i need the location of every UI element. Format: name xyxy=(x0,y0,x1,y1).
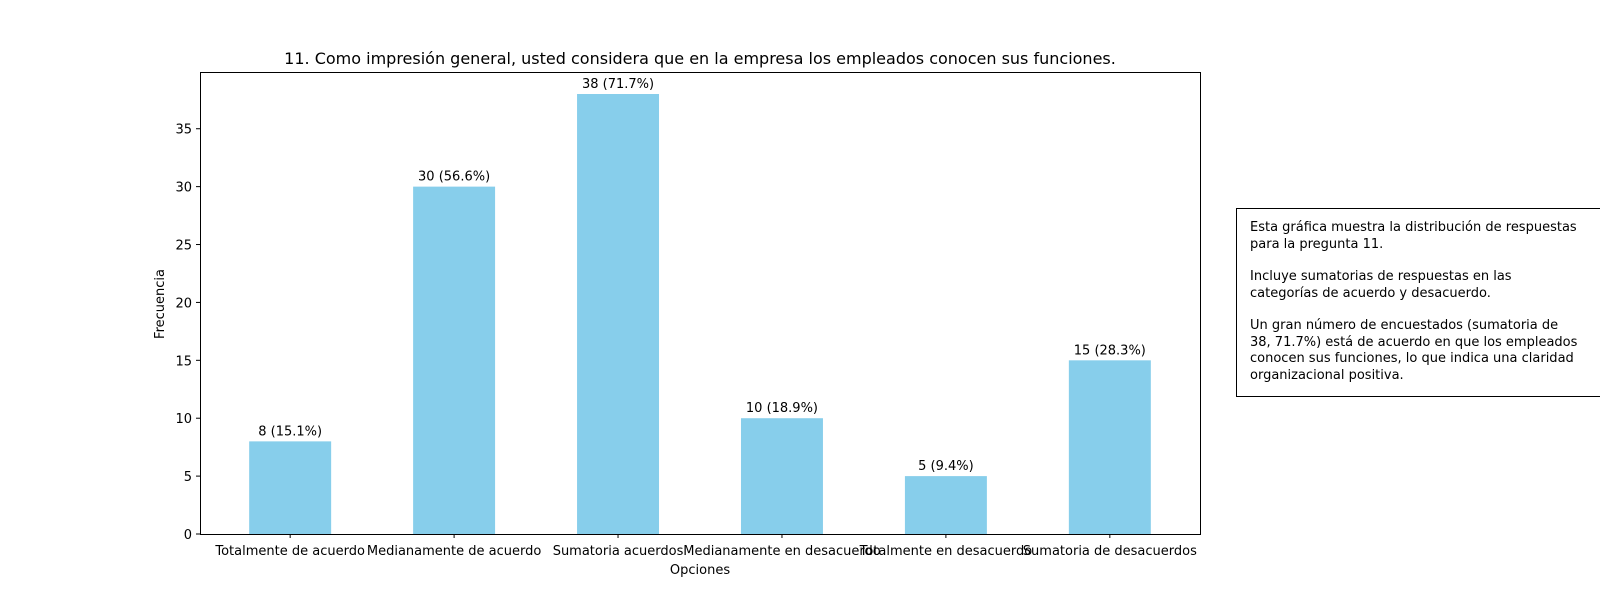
x-tick-label: Totalmente de acuerdo xyxy=(214,544,365,559)
y-tick-label: 25 xyxy=(175,239,192,254)
x-axis-label: Opciones xyxy=(670,563,730,578)
bars-group xyxy=(249,94,1151,534)
bar-data-label: 38 (71.7%) xyxy=(582,77,654,92)
x-axis: Totalmente de acuerdo Medianamente de acu… xyxy=(214,534,1197,559)
x-tick-label: Sumatoria de desacuerdos xyxy=(1023,544,1197,559)
x-tick-label: Medianamente de acuerdo xyxy=(367,544,541,559)
bar xyxy=(904,476,987,534)
annotation-paragraph: Un gran número de encuestados (sumatoria… xyxy=(1250,318,1592,384)
annotation-line: organizacional positiva. xyxy=(1250,367,1404,383)
annotation-line: categorías de acuerdo y desacuerdo. xyxy=(1250,285,1491,301)
annotation-line: Incluye sumatorias de respuestas en las xyxy=(1250,269,1512,284)
chart-title: 11. Como impresión general, usted consid… xyxy=(284,49,1116,68)
annotation-line: 38, 71.7%) está de acuerdo en que los em… xyxy=(1250,334,1578,350)
bar-data-label: 30 (56.6%) xyxy=(418,170,490,185)
y-axis-label: Frecuencia xyxy=(153,269,168,339)
bar xyxy=(413,186,496,534)
x-tick-label: Totalmente en desacuerdo xyxy=(859,544,1033,559)
bar-data-label: 8 (15.1%) xyxy=(258,424,322,439)
bar xyxy=(1068,360,1151,534)
y-tick-label: 5 xyxy=(184,470,192,485)
annotation-line: Esta gráfica muestra la distribución de … xyxy=(1250,220,1577,235)
x-tick-label: Medianamente en desacuerdo xyxy=(683,544,880,559)
bar-data-label: 15 (28.3%) xyxy=(1074,343,1146,358)
y-tick-label: 35 xyxy=(175,123,192,138)
bar xyxy=(740,418,823,534)
plot-frame xyxy=(200,72,1201,535)
annotation-box: Esta gráfica muestra la distribución de … xyxy=(1236,208,1600,397)
x-tick-label: Sumatoria acuerdos xyxy=(553,544,684,559)
y-tick-label: 30 xyxy=(175,181,192,196)
bar xyxy=(249,441,332,534)
annotation-paragraph: Incluye sumatorias de respuestas en las c… xyxy=(1250,269,1592,302)
annotation-line: para la pregunta 11. xyxy=(1250,236,1384,252)
y-tick-label: 15 xyxy=(175,354,192,369)
bar-data-label: 10 (18.9%) xyxy=(746,401,818,416)
bar-labels-group: 8 (15.1%) 30 (56.6%) 38 (71.7%) 10 (18.9%) 5… xyxy=(258,77,1146,474)
y-tick-label: 0 xyxy=(184,528,192,543)
annotation-line: conocen sus funciones, lo que indica una… xyxy=(1250,351,1574,366)
bar xyxy=(577,94,660,534)
y-tick-label: 10 xyxy=(175,412,192,427)
annotation-line: Un gran número de encuestados (sumatoria… xyxy=(1250,318,1559,333)
y-tick-label: 20 xyxy=(175,296,192,311)
bar-data-label: 5 (9.4%) xyxy=(918,459,974,474)
y-axis: 0 5 10 15 20 25 30 35 xyxy=(175,123,200,543)
annotation-paragraph: Esta gráfica muestra la distribución de … xyxy=(1250,220,1592,253)
